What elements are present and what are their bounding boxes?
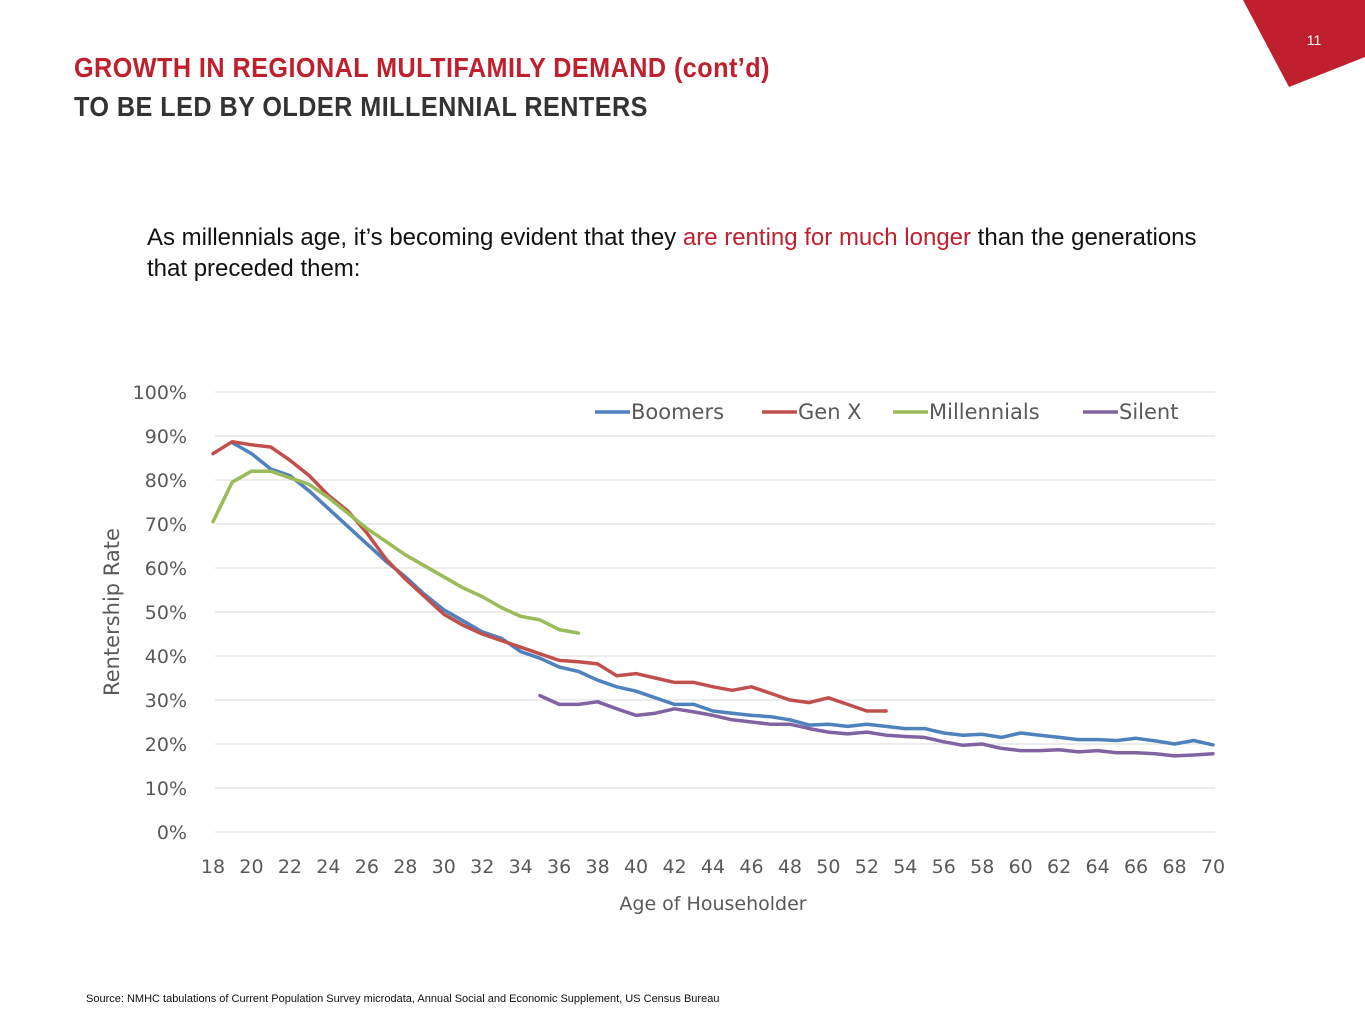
x-tick-label: 32 xyxy=(470,856,494,878)
series-line-silent xyxy=(538,693,1215,758)
intro-text-end: than the generations that preceded them: xyxy=(147,224,1197,282)
y-tick-label: 90% xyxy=(145,426,187,448)
y-tick-label: 20% xyxy=(145,734,187,756)
y-tick-label: 50% xyxy=(145,602,187,624)
x-tick-label: 48 xyxy=(778,856,802,878)
y-tick-label: 70% xyxy=(145,514,187,536)
y-tick-label: 40% xyxy=(145,646,187,668)
x-tick-label: 64 xyxy=(1086,856,1110,878)
x-tick-label: 46 xyxy=(739,856,763,878)
y-axis-title: Rentership Rate xyxy=(100,528,124,696)
intro-text-start: As millennials age, it’s becoming eviden… xyxy=(147,224,683,251)
rentership-chart: 0% 10% 20% 30% 40% 50% 60% 70% 80% 90% 100% 18 20 22 2… xyxy=(100,382,1225,915)
x-tick-label: 50 xyxy=(816,856,840,878)
y-tick-label: 80% xyxy=(145,470,187,492)
x-tick-label: 26 xyxy=(355,856,379,878)
y-tick-label: 60% xyxy=(145,558,187,580)
x-tick-label: 22 xyxy=(278,856,302,878)
intro-highlight: are renting for much longer xyxy=(682,224,972,251)
x-tick-label: 40 xyxy=(624,856,648,878)
x-tick-label: 42 xyxy=(662,856,686,878)
source-note: Source: NMHC tabulations of Current Popu… xyxy=(86,993,720,1005)
x-tick-label: 34 xyxy=(509,856,533,878)
y-tick-label: 10% xyxy=(145,778,187,800)
x-tick-label: 66 xyxy=(1124,856,1148,878)
x-tick-label: 68 xyxy=(1162,856,1186,878)
x-tick-label: 20 xyxy=(239,856,263,878)
legend-label-millennials: Millennials xyxy=(929,400,1040,424)
x-tick-label: 28 xyxy=(393,856,417,878)
x-tick-label: 38 xyxy=(586,856,610,878)
x-tick-label: 58 xyxy=(970,856,994,878)
x-tick-label: 62 xyxy=(1047,856,1071,878)
legend-label-boomers: Boomers xyxy=(631,400,724,424)
y-tick-label: 30% xyxy=(145,690,187,712)
x-tick-label: 52 xyxy=(855,856,879,878)
page-subtitle: TO BE LED BY OLDER MILLENNIAL RENTERS xyxy=(74,91,648,122)
x-tick-label: 54 xyxy=(893,856,917,878)
series-line-millennials xyxy=(211,469,581,635)
corner-banner xyxy=(1243,0,1365,87)
series-line-gen-x xyxy=(211,439,888,713)
page-number: 11 xyxy=(1306,32,1322,48)
x-tick-label: 44 xyxy=(701,856,725,878)
y-tick-label: 100% xyxy=(133,382,187,404)
intro-paragraph: As millennials age, it’s becoming eviden… xyxy=(147,222,1227,284)
x-tick-label: 24 xyxy=(316,856,340,878)
x-tick-label: 56 xyxy=(932,856,956,878)
x-tick-label: 60 xyxy=(1009,856,1033,878)
x-tick-label: 18 xyxy=(201,856,225,878)
legend-label-gen-x: Gen X xyxy=(798,400,862,424)
legend-label-silent: Silent xyxy=(1119,400,1178,424)
x-tick-label: 30 xyxy=(432,856,456,878)
page-title: GROWTH IN REGIONAL MULTIFAMILY DEMAND (c… xyxy=(74,52,770,83)
x-tick-label: 36 xyxy=(547,856,571,878)
x-axis-title: Age of Householder xyxy=(619,893,806,915)
x-tick-label: 70 xyxy=(1201,856,1225,878)
y-tick-label: 0% xyxy=(157,822,187,844)
